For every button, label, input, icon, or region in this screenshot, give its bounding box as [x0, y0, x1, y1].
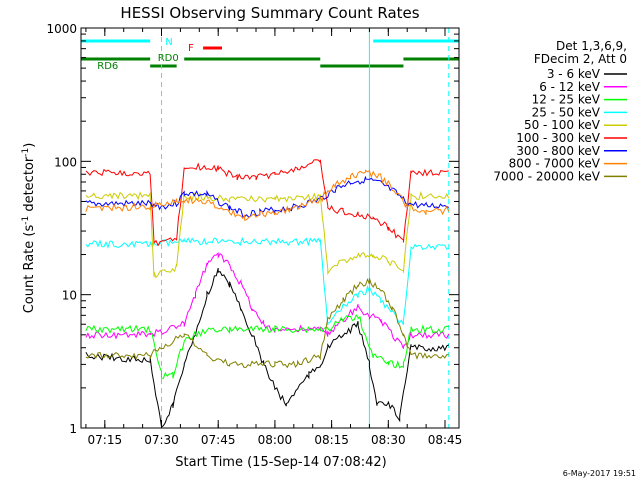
series-line-5: [85, 159, 449, 247]
flag-bars: N F RD0 RD6: [81, 37, 459, 72]
series-line-8: [85, 277, 449, 369]
flag-rd6-label: RD6: [97, 61, 118, 72]
flag-f-label: F: [188, 43, 194, 54]
x-axis-label: Start Time (15-Sep-14 07:08:42): [175, 455, 386, 470]
x-tick-label-0: 07:15: [88, 433, 123, 447]
y-tick-label-0: 1: [69, 422, 77, 436]
series-group: [85, 159, 450, 428]
flag-n-label: N: [165, 37, 172, 48]
legend-label-3: 25 - 50 keV: [532, 105, 601, 119]
legend-label-7: 800 - 7000 keV: [509, 157, 601, 171]
legend: Det 1,3,6,9, FDecim 2, Att 0 3 - 6 keV6 …: [493, 39, 627, 183]
x-tick-label-3: 08:00: [258, 433, 293, 447]
legend-label-8: 7000 - 20000 keV: [493, 169, 600, 183]
x-tick-label-2: 07:45: [201, 433, 236, 447]
legend-label-4: 50 - 100 keV: [524, 118, 601, 132]
legend-label-6: 300 - 800 keV: [516, 144, 600, 158]
y-tick-label-2: 100: [54, 155, 77, 169]
y-tick-label-1: 10: [62, 289, 77, 303]
legend-header-line-1: Det 1,3,6,9,: [556, 39, 627, 53]
x-tick-label-6: 08:45: [428, 433, 463, 447]
y-axis-label: Count Rate (s-1 detector-1): [21, 143, 37, 314]
legend-header-line-2: FDecim 2, Att 0: [534, 52, 627, 66]
x-tick-label-1: 07:30: [144, 433, 179, 447]
y-axis-ticks: 1 10 100 1000: [46, 22, 459, 436]
chart-title: HESSI Observing Summary Count Rates: [120, 4, 419, 22]
plot-frame: [80, 27, 460, 429]
legend-label-2: 12 - 25 keV: [532, 93, 601, 107]
generated-date: 6-May-2017 19:51: [563, 469, 636, 478]
series-line-3: [85, 236, 449, 326]
series-line-7: [85, 169, 450, 221]
x-tick-label-4: 08:15: [314, 433, 349, 447]
y-tick-label-3: 1000: [46, 22, 77, 36]
series-line-6: [85, 176, 449, 218]
series-line-0: [85, 267, 450, 428]
x-tick-label-5: 08:30: [371, 433, 406, 447]
legend-label-5: 100 - 300 keV: [516, 131, 600, 145]
legend-label-0: 3 - 6 keV: [547, 67, 601, 81]
x-axis-ticks: 07:15 07:30 07:45 08:00 08:15 08:30 08:45: [85, 28, 463, 447]
series-line-2: [85, 314, 449, 379]
flag-rd0-label: RD0: [158, 53, 179, 64]
legend-label-1: 6 - 12 keV: [539, 80, 601, 94]
